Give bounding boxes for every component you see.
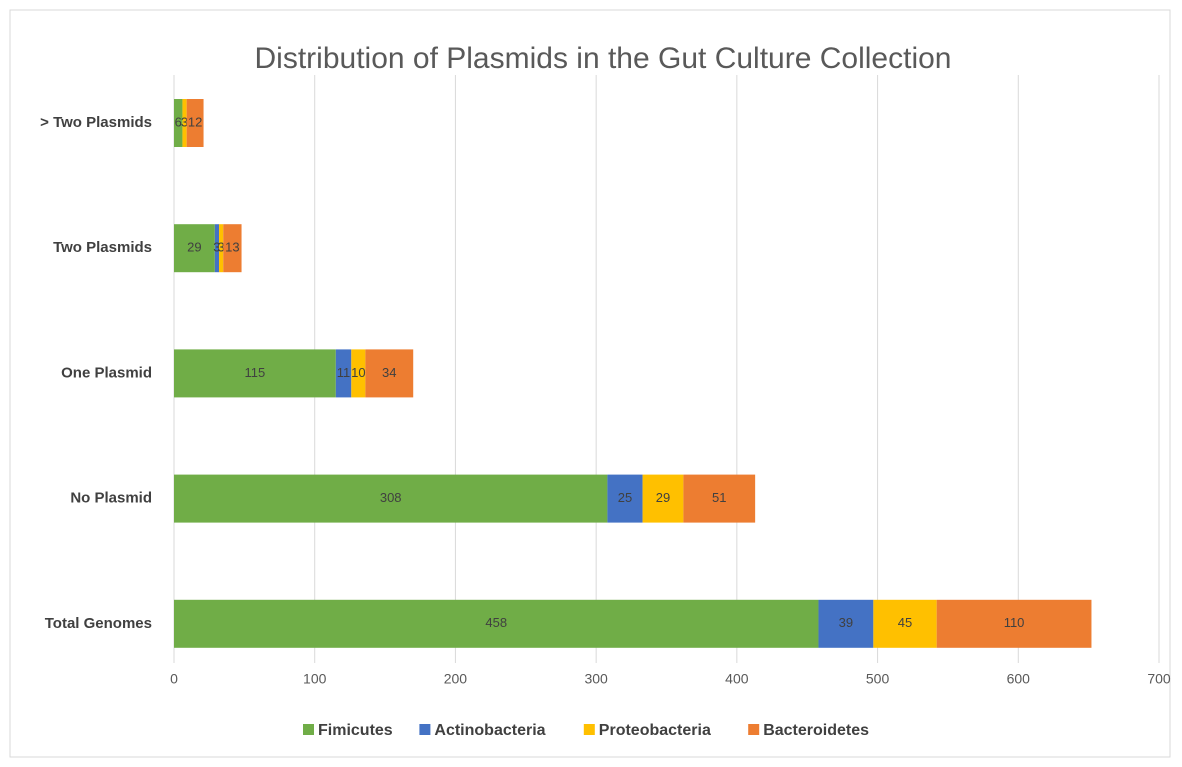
data-label: 110: [1004, 615, 1025, 630]
data-label: 34: [382, 365, 396, 380]
legend-swatch: [419, 724, 431, 735]
bar-segment: [219, 224, 224, 273]
legend-label: Actinobacteria: [434, 722, 545, 739]
data-label: 10: [351, 365, 365, 380]
legend-label: Fimicutes: [318, 722, 393, 739]
data-label: 45: [898, 615, 912, 630]
data-label: 115: [245, 365, 266, 380]
bar-segment: [335, 349, 352, 398]
category-label: > Two Plasmids: [40, 114, 152, 131]
chart-title: Distribution of Plasmids in the Gut Cult…: [255, 42, 952, 75]
legend-swatch: [583, 724, 595, 735]
bar-segment: [174, 224, 215, 273]
x-tick-label: 500: [866, 671, 890, 687]
x-tick-label: 600: [1007, 671, 1031, 687]
data-label: 29: [187, 240, 201, 255]
bar-segment: [818, 599, 874, 648]
x-tick-label: 200: [444, 671, 468, 687]
legend-swatch: [303, 724, 314, 735]
data-label: 11: [337, 365, 351, 380]
bar-segment: [182, 99, 187, 147]
x-tick-label: 0: [170, 671, 178, 687]
bar-segment: [174, 474, 608, 523]
data-label: 29: [656, 490, 670, 505]
data-label: 3: [213, 240, 220, 255]
data-label: 3: [181, 114, 188, 129]
data-label: 308: [380, 490, 402, 505]
category-label: One Plasmid: [61, 364, 152, 381]
data-label: 39: [839, 615, 853, 630]
bar-segment: [683, 474, 756, 523]
bar-segment: [607, 474, 643, 523]
bar-segment: [873, 599, 937, 648]
bar-segment: [174, 599, 819, 648]
data-label: 12: [188, 114, 202, 129]
bar-segment: [642, 474, 684, 523]
bar-segment: [174, 99, 183, 147]
bar-segment: [351, 349, 366, 398]
data-label: 458: [485, 615, 507, 630]
bar-segment: [936, 599, 1092, 648]
bar-segment: [186, 99, 204, 147]
legend-label: Proteobacteria: [599, 722, 711, 739]
bar-segment: [174, 349, 336, 398]
category-label: Total Genomes: [45, 615, 152, 632]
x-tick-label: 400: [725, 671, 749, 687]
data-label: 13: [225, 240, 239, 255]
data-label: 6: [175, 114, 182, 129]
data-label: 25: [618, 490, 632, 505]
x-tick-label: 300: [584, 671, 608, 687]
x-tick-label: 100: [303, 671, 327, 687]
bar-segment: [214, 224, 220, 273]
data-label: 51: [712, 490, 726, 505]
legend-label: Bacteroidetes: [763, 722, 869, 739]
data-label: 3: [218, 240, 225, 255]
category-label: No Plasmid: [70, 490, 152, 507]
bar-segment: [365, 349, 414, 398]
legend-swatch: [748, 724, 760, 735]
category-label: Two Plasmids: [53, 239, 152, 256]
bar-segment: [223, 224, 242, 273]
x-tick-label: 700: [1147, 671, 1171, 687]
